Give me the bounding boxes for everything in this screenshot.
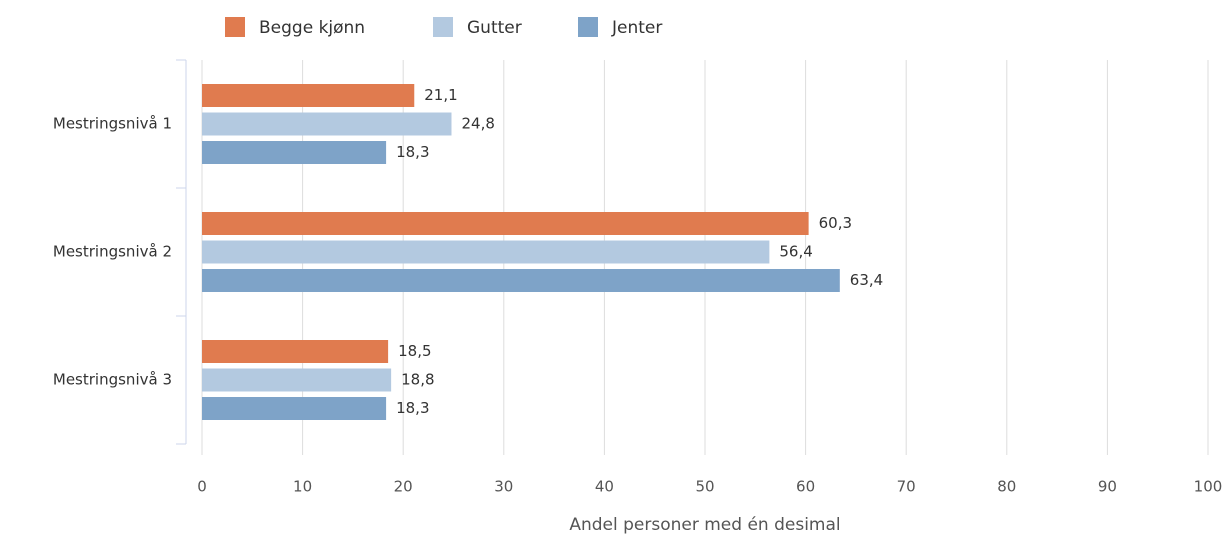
value-label: 63,4 [850, 271, 883, 289]
x-tick-label: 10 [293, 478, 312, 496]
x-tick-label: 0 [197, 478, 207, 496]
x-tick-label: 60 [796, 478, 815, 496]
legend-label: Begge kjønn [259, 18, 365, 38]
bar [202, 368, 392, 392]
value-label: 18,3 [396, 143, 429, 161]
legend-swatch [433, 17, 453, 37]
legend-label: Gutter [467, 18, 522, 38]
y-tick-label: Mestringsnivå 1 [53, 115, 172, 133]
value-label: 24,8 [461, 115, 494, 133]
value-label: 18,3 [396, 399, 429, 417]
x-tick-label: 50 [695, 478, 714, 496]
legend-label: Jenter [611, 18, 662, 38]
bar [202, 240, 770, 264]
legend-swatch [225, 17, 245, 37]
x-tick-label: 40 [595, 478, 614, 496]
x-tick-label: 80 [997, 478, 1016, 496]
x-tick-label: 30 [494, 478, 513, 496]
legend-swatch [578, 17, 598, 37]
bar [202, 269, 840, 292]
value-label: 60,3 [819, 214, 852, 232]
x-tick-label: 20 [394, 478, 413, 496]
bar [202, 397, 387, 420]
y-tick-label: Mestringsnivå 3 [53, 371, 172, 389]
bar [202, 84, 415, 107]
value-label: 21,1 [424, 86, 457, 104]
x-tick-label: 100 [1194, 478, 1223, 496]
bar [202, 112, 452, 136]
y-tick-label: Mestringsnivå 2 [53, 243, 172, 261]
x-axis-label: Andel personer med én desimal [569, 515, 840, 535]
bar [202, 340, 389, 363]
value-label: 56,4 [779, 243, 812, 261]
bar [202, 141, 387, 164]
value-label: 18,5 [398, 342, 431, 360]
value-label: 18,8 [401, 371, 434, 389]
x-tick-label: 70 [897, 478, 916, 496]
x-tick-label: 90 [1098, 478, 1117, 496]
bar [202, 212, 809, 235]
